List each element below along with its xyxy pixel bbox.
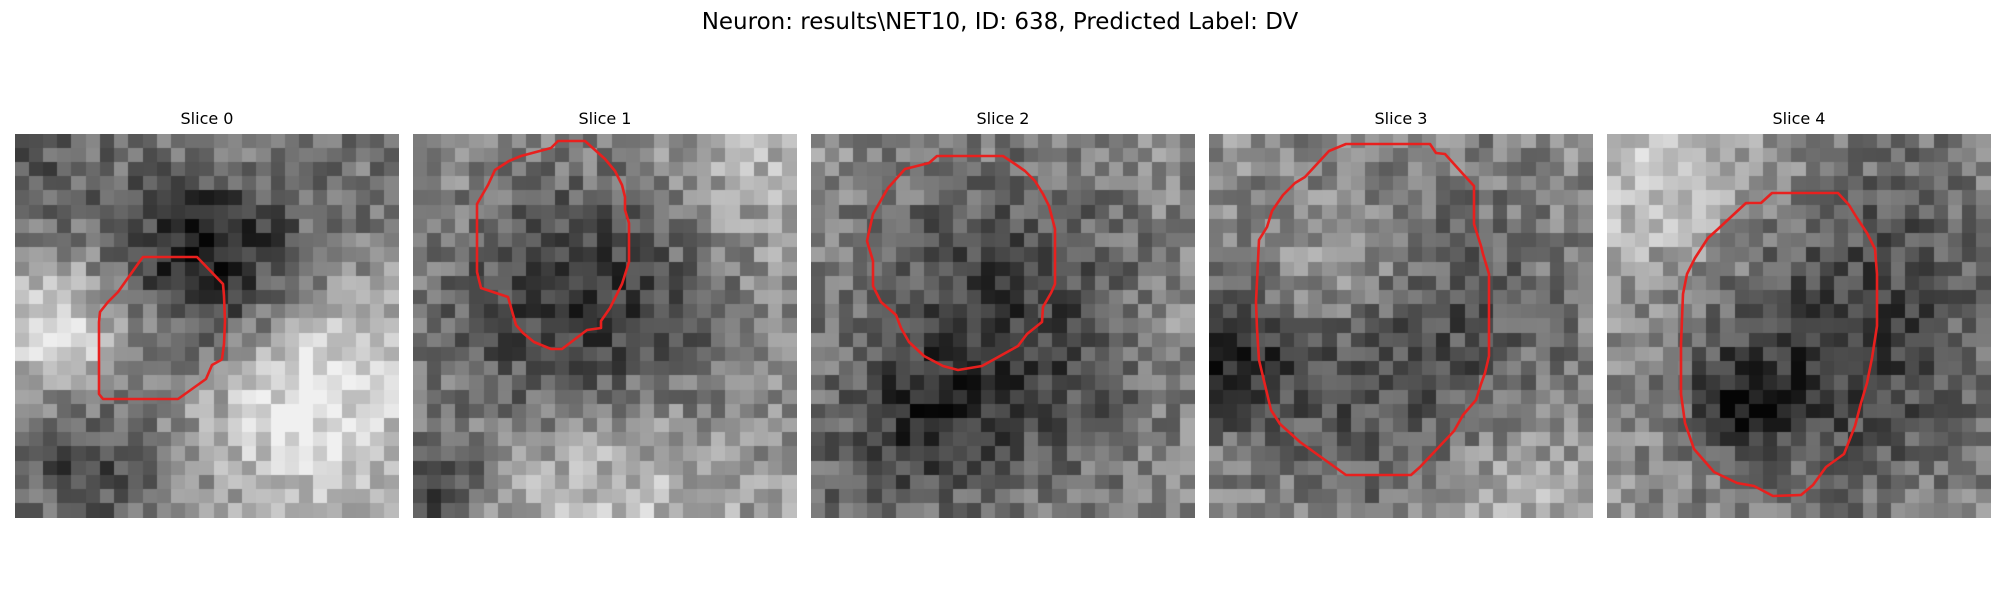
slice-image [1209,134,1593,518]
contour-line [865,154,1057,372]
slice-title: Slice 0 [180,109,234,128]
slice-panel-1: Slice 1 [413,108,797,518]
slice-title: Slice 1 [578,109,632,128]
slice-panel-0: Slice 0 [15,108,399,518]
slice-image [15,134,399,518]
slice-panel-2: Slice 2 [811,108,1195,518]
roi-contour [475,139,631,351]
slice-panel-3: Slice 3 [1209,108,1593,518]
contour-line [97,255,227,401]
contour-line [475,139,631,351]
slice-title: Slice 4 [1772,109,1826,128]
slice-image [1607,134,1991,518]
slice-title: Slice 2 [976,109,1030,128]
roi-contour [1254,142,1491,477]
contour-line [1254,142,1491,477]
slice-title: Slice 3 [1374,109,1428,128]
figure-title: Neuron: results\NET10, ID: 638, Predicte… [701,9,1299,35]
contour-line [1679,191,1879,498]
roi-contour [97,255,227,401]
roi-contour [865,154,1057,372]
roi-contour [1679,191,1879,498]
slice-image [811,134,1195,518]
slice-image [413,134,797,518]
slice-panel-4: Slice 4 [1607,108,1991,518]
